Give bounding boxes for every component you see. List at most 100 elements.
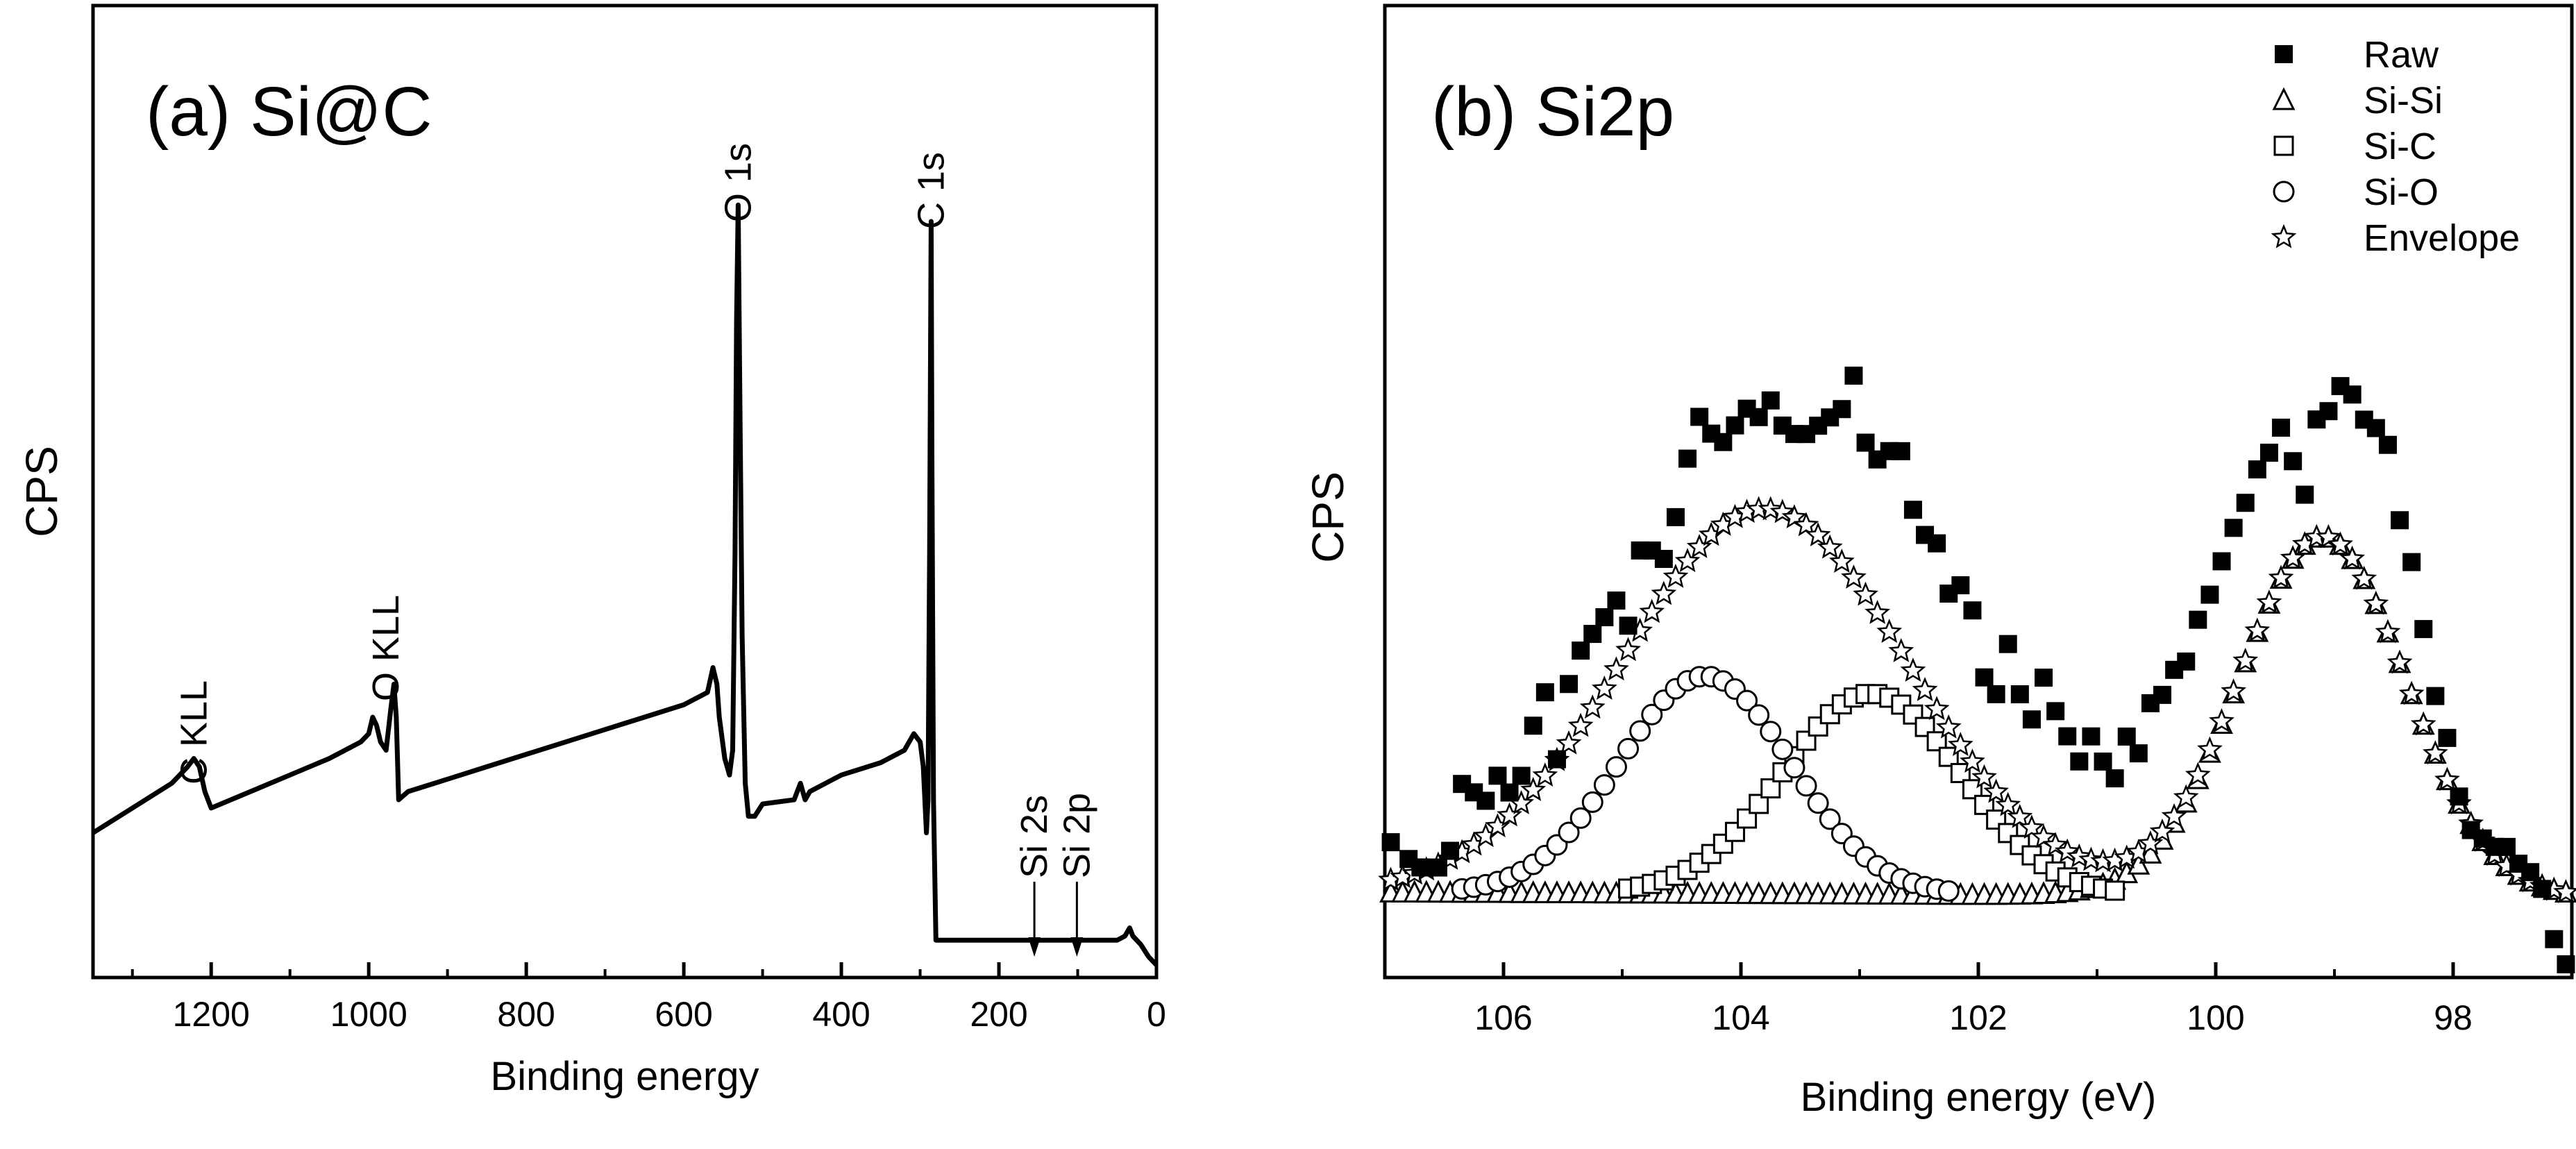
raw-data-point <box>2414 620 2433 639</box>
panel-a-title: (a) Si@C <box>146 73 432 151</box>
envelope-marker <box>2185 762 2211 787</box>
raw-data-point <box>1381 833 1400 852</box>
raw-data-point <box>2402 553 2421 571</box>
envelope-marker <box>2327 531 2353 556</box>
raw-data-point <box>2224 519 2243 537</box>
panel-a: (a) Si@C Binding energy CPS 1200 1000 800 6… <box>17 3 1166 1099</box>
si-c-marker <box>1986 810 2007 830</box>
envelope-marker <box>1864 599 1891 624</box>
legend-label: Si-Si <box>2364 80 2443 121</box>
raw-data-point <box>2450 787 2468 806</box>
si-c-marker <box>2105 880 2125 901</box>
raw-data-point <box>1411 858 1430 877</box>
raw-data-point <box>2557 955 2575 973</box>
panel-a-tick-label: 1200 <box>173 995 250 1034</box>
envelope-marker <box>2351 565 2377 590</box>
raw-data-point <box>2236 494 2255 512</box>
raw-data-point <box>2153 685 2172 704</box>
raw-data-point <box>2343 385 2362 404</box>
envelope-marker <box>2244 617 2271 642</box>
raw-data-point <box>1749 408 1768 426</box>
raw-data-point <box>2248 460 2266 479</box>
panel-a-arrowhead <box>1070 937 1084 957</box>
panel-a-x-ticks: 1200 1000 800 600 400 200 0 <box>131 962 1166 1034</box>
envelope-marker <box>1639 598 1665 623</box>
panel-a-annotations: C KLL O KLL O 1s C 1s Si 2s Si 2p <box>173 143 1097 957</box>
si-c-marker <box>1760 778 1781 799</box>
envelope-marker <box>1828 548 1855 573</box>
raw-data-point <box>2189 610 2207 629</box>
envelope-marker <box>1841 564 1867 589</box>
raw-data-point <box>2521 863 2540 882</box>
envelope-marker <box>2078 846 2104 871</box>
raw-data-point <box>2438 728 2457 747</box>
envelope-marker <box>1651 580 1677 605</box>
envelope-marker <box>1805 522 1831 546</box>
raw-data-point <box>2177 652 2196 671</box>
panel-a-tick-label: 400 <box>812 995 870 1034</box>
raw-data-point <box>1488 766 1507 785</box>
raw-data-point <box>1500 783 1519 802</box>
legend-label: Envelope <box>2364 217 2520 259</box>
si-o-marker <box>1593 774 1615 796</box>
raw-data-point <box>2497 837 2516 856</box>
raw-data-point <box>1975 668 1994 687</box>
legend-marker <box>2273 181 2295 203</box>
panel-b-tick-label: 100 <box>2187 998 2244 1037</box>
raw-data-point <box>2319 402 2338 421</box>
raw-data-point <box>1547 750 1566 769</box>
raw-data-point <box>1833 400 1851 419</box>
raw-data-point <box>1429 858 1447 877</box>
si-o-marker <box>1617 737 1640 760</box>
raw-data-point <box>2366 419 2385 437</box>
envelope-marker <box>1662 563 1689 588</box>
panel-a-annotation-label: O 1s <box>717 143 759 222</box>
si-o-marker <box>1641 703 1663 726</box>
raw-data-point <box>2058 727 2077 746</box>
envelope-marker <box>1948 732 1973 757</box>
panel-a-annotation-label: O KLL <box>365 595 407 701</box>
envelope-marker <box>1983 778 2009 803</box>
legend-label: Raw <box>2364 34 2439 76</box>
raw-data-point <box>1903 501 1922 519</box>
raw-data-point <box>2200 585 2219 604</box>
panel-a-tick-label: 200 <box>970 995 1027 1034</box>
envelope-marker <box>2149 818 2175 843</box>
si-o-marker <box>1795 775 1817 797</box>
raw-data-point <box>1572 641 1590 660</box>
panel-b-tick-label: 98 <box>2434 998 2473 1037</box>
raw-data-point <box>2105 769 2124 788</box>
legend-marker <box>2275 45 2293 63</box>
panel-a-frame <box>91 3 1159 980</box>
legend-marker <box>2273 135 2294 156</box>
raw-data-point <box>1619 617 1638 635</box>
si-o-marker <box>1807 792 1829 814</box>
raw-data-point <box>1761 391 1780 410</box>
legend-marker <box>2272 87 2296 110</box>
envelope-marker <box>1520 776 1547 801</box>
raw-data-point <box>2426 687 2445 705</box>
legend-marker <box>2271 224 2297 249</box>
panel-a-annotation-label: C KLL <box>173 680 214 785</box>
envelope-marker <box>1853 581 1878 606</box>
envelope-marker <box>1900 657 1926 682</box>
envelope-marker <box>2434 766 2460 791</box>
envelope-marker <box>2221 678 2247 703</box>
raw-data-point <box>1998 635 2017 653</box>
envelope-marker <box>2398 680 2425 705</box>
raw-data-point <box>2378 435 2397 454</box>
envelope-marker <box>1532 762 1558 787</box>
raw-data-point <box>2284 452 2303 471</box>
panel-a-tick-label: 600 <box>655 995 712 1034</box>
envelope-marker <box>2161 803 2187 828</box>
raw-data-point <box>2022 710 2041 729</box>
envelope-marker <box>2268 564 2294 589</box>
raw-data-point <box>1441 841 1460 860</box>
panel-b-xlabel: Binding energy (eV) <box>1801 1075 2157 1120</box>
envelope-marker <box>1793 512 1819 537</box>
envelope-marker <box>2553 879 2576 904</box>
envelope-marker <box>1888 638 1914 662</box>
panel-a-survey-line <box>92 202 1159 967</box>
